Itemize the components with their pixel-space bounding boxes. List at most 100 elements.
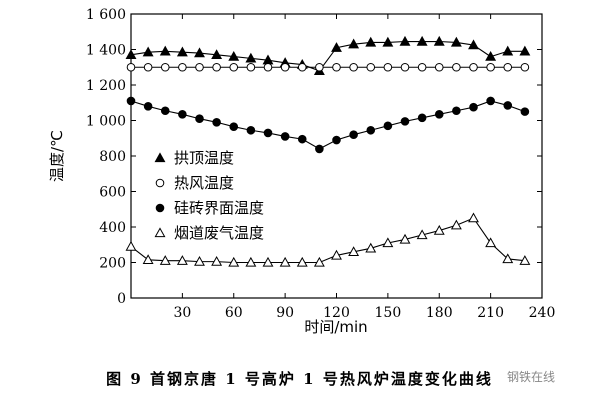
y-tick-label: 400 (99, 220, 126, 236)
y-tick-label: 1 600 (86, 7, 126, 23)
data-point (399, 35, 411, 46)
data-point (125, 240, 137, 251)
data-point (486, 96, 495, 106)
data-point (280, 62, 290, 72)
y-tick-label: 0 (117, 291, 126, 307)
data-point (178, 62, 187, 72)
data-point (315, 62, 324, 72)
data-point (194, 47, 205, 58)
data-point (176, 46, 188, 57)
data-point (297, 62, 307, 72)
x-axis: 30 60 90 120 150 180 210 240 (173, 14, 555, 321)
x-tick-label: 60 (225, 305, 243, 321)
data-point (434, 62, 444, 72)
data-point (382, 237, 394, 248)
y-tick-label: 1 400 (86, 43, 126, 59)
data-point (416, 229, 428, 240)
y-tick-label: 600 (99, 185, 126, 201)
series-4 (125, 212, 531, 267)
data-point (126, 62, 136, 72)
data-point (450, 36, 462, 47)
data-point (228, 50, 240, 61)
data-point (485, 50, 497, 61)
figure-caption: 图 9 首钢京唐 1 号高炉 1 号热风炉温度变化曲线 (106, 370, 493, 388)
data-point (469, 62, 478, 72)
x-tick-label: 240 (529, 305, 556, 321)
data-point (349, 62, 358, 72)
data-point (452, 62, 461, 72)
data-point (262, 256, 274, 267)
data-point (176, 255, 188, 265)
x-tick-label: 30 (173, 305, 191, 321)
data-point (229, 62, 239, 72)
data-point (452, 106, 461, 116)
data-point (417, 62, 427, 72)
series-2 (126, 62, 530, 72)
data-point (366, 125, 376, 135)
data-point (195, 114, 204, 124)
data-point (160, 62, 170, 72)
data-point (245, 52, 257, 63)
data-point (246, 125, 256, 135)
data-point (212, 117, 221, 127)
data-point (450, 219, 462, 230)
data-point (434, 109, 444, 119)
data-point (125, 49, 137, 60)
series-layer (125, 35, 531, 267)
legend-label: 拱顶温度 (174, 149, 234, 167)
data-point (366, 62, 376, 72)
series-3 (126, 96, 530, 154)
data-point (520, 107, 530, 116)
data-point (279, 256, 291, 267)
y-tick-label: 800 (99, 149, 126, 165)
data-point (315, 144, 324, 154)
data-point (211, 49, 223, 60)
data-point (399, 233, 411, 244)
data-point (159, 45, 171, 56)
series-line (130, 100, 526, 150)
data-point (263, 128, 273, 138)
data-point (159, 255, 171, 265)
data-point (365, 36, 377, 47)
data-point (519, 45, 531, 56)
data-point (365, 242, 377, 253)
data-point (485, 237, 497, 248)
y-tick-label: 200 (99, 256, 126, 272)
legend-marker (154, 227, 166, 238)
data-point (383, 121, 393, 131)
data-point (348, 246, 360, 257)
x-tick-label: 120 (323, 305, 350, 321)
data-point (468, 39, 479, 50)
data-point (211, 255, 223, 266)
x-tick-label: 90 (276, 305, 294, 321)
data-point (126, 96, 136, 106)
legend-label: 热风温度 (174, 174, 234, 192)
data-point (296, 256, 308, 267)
x-tick-label: 210 (477, 305, 504, 321)
data-point (332, 62, 341, 72)
legend-label: 硅砖界面温度 (174, 199, 264, 217)
data-point (331, 249, 342, 260)
data-point (195, 62, 204, 72)
data-point (194, 255, 205, 266)
data-point (520, 62, 530, 72)
data-point (468, 212, 479, 223)
y-axis-title: 温度/℃ (48, 130, 66, 182)
temperature-chart: 0 200 400 600 800 1 000 1 200 1 400 1 600 30 60 90… (48, 7, 555, 336)
data-point (313, 256, 325, 267)
data-point (400, 117, 410, 126)
data-point (519, 255, 531, 265)
data-point (142, 46, 154, 57)
data-point (229, 122, 239, 132)
y-axis: 0 200 400 600 800 1 000 1 200 1 400 1 600 (86, 7, 542, 307)
data-point (503, 101, 513, 110)
data-point (332, 135, 341, 145)
data-point (228, 256, 240, 267)
data-point (297, 134, 307, 144)
data-point (400, 62, 410, 72)
data-point (280, 132, 290, 141)
data-point (469, 102, 478, 112)
legend-marker (155, 203, 165, 213)
data-point (486, 62, 495, 72)
data-point (178, 109, 187, 119)
